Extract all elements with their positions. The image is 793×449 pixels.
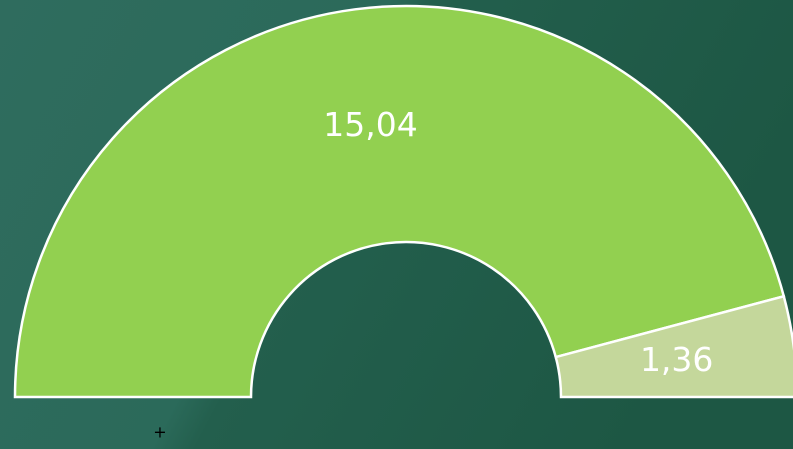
data-label: 1,36: [640, 340, 713, 379]
data-label: 15,04: [323, 105, 417, 144]
slice: [554, 294, 793, 399]
slice: [13, 4, 786, 399]
annotation: +: [153, 423, 166, 442]
